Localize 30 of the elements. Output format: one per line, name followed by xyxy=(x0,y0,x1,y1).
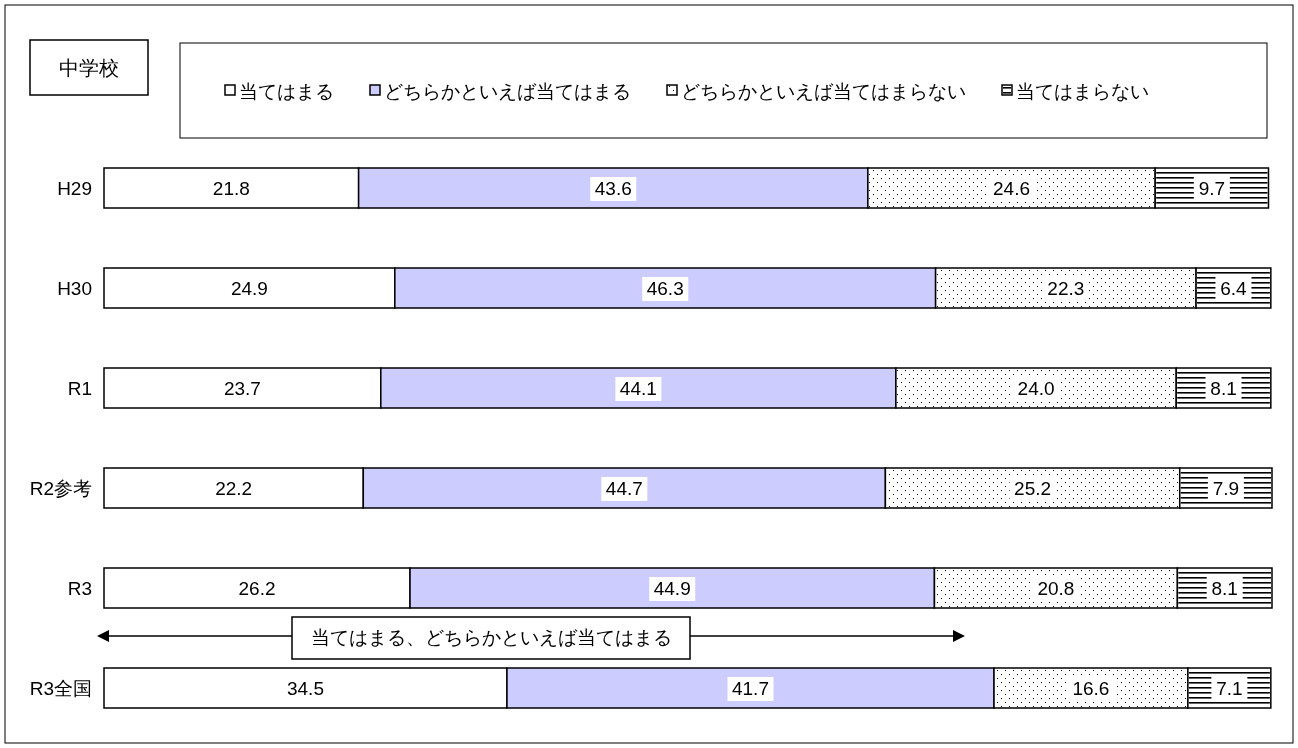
legend-label: 当てはまる xyxy=(239,81,334,102)
data-label: 34.5 xyxy=(286,678,324,699)
data-label: 44.1 xyxy=(619,378,657,399)
y-tick-label: H30 xyxy=(57,278,92,299)
data-label: 41.7 xyxy=(732,678,769,699)
data-label: 44.7 xyxy=(605,478,643,499)
data-label: 44.9 xyxy=(653,578,691,599)
legend-label: どちらかといえば当てはまる xyxy=(384,81,631,102)
data-label: 8.1 xyxy=(1211,578,1238,599)
data-label: 6.4 xyxy=(1220,278,1248,299)
legend-label: 当てはまらない xyxy=(1016,81,1149,102)
data-label: 22.2 xyxy=(215,478,253,499)
data-label: 24.9 xyxy=(230,278,268,299)
y-tick-label: R1 xyxy=(67,378,92,399)
data-label: 7.1 xyxy=(1216,678,1243,699)
data-label: 8.1 xyxy=(1210,378,1237,399)
legend-label: どちらかといえば当てはまらない xyxy=(681,81,966,102)
data-label: 26.2 xyxy=(238,578,276,599)
data-label: 43.6 xyxy=(594,178,632,199)
data-label: 23.7 xyxy=(223,378,261,399)
y-tick-label: R2参考 xyxy=(29,478,92,499)
data-label: 21.8 xyxy=(212,178,250,199)
annotation: 当てはまる、どちらかといえば当てはまる xyxy=(310,627,672,648)
y-tick-label: R3 xyxy=(67,578,92,599)
data-label: 7.9 xyxy=(1212,478,1240,499)
data-label: 46.3 xyxy=(646,278,684,299)
y-tick-label: H29 xyxy=(57,178,92,199)
data-label: 9.7 xyxy=(1198,178,1226,199)
y-tick-label: R3全国 xyxy=(29,678,92,699)
chart-title: 中学校 xyxy=(59,57,119,79)
